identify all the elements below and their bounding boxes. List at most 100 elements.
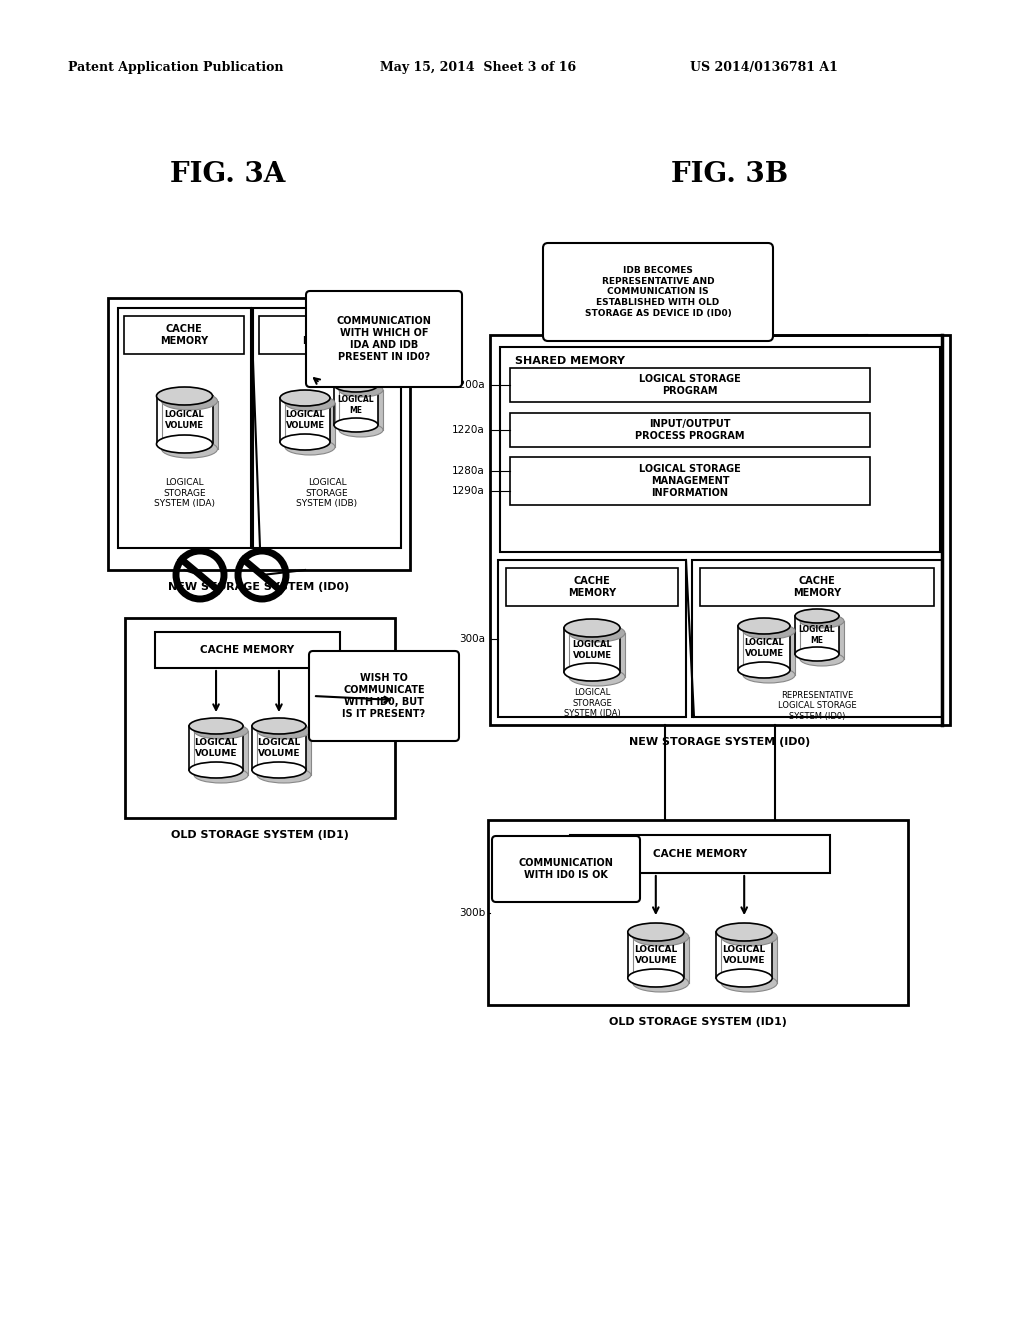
Ellipse shape: [195, 767, 248, 783]
Ellipse shape: [280, 389, 330, 407]
Bar: [280, 399, 330, 442]
Ellipse shape: [564, 663, 620, 681]
Text: REPRESENTATIVE
LOGICAL STORAGE
SYSTEM (ID0): REPRESENTATIVE LOGICAL STORAGE SYSTEM (I…: [777, 692, 856, 721]
Text: CACHE MEMORY: CACHE MEMORY: [653, 849, 748, 859]
Text: LOGICAL
VOLUME: LOGICAL VOLUME: [257, 738, 301, 758]
Ellipse shape: [257, 767, 311, 783]
Text: CACHE
MEMORY: CACHE MEMORY: [160, 325, 208, 346]
Ellipse shape: [628, 969, 684, 987]
Text: LOGICAL
VOLUME: LOGICAL VOLUME: [634, 945, 678, 965]
Text: LOGICAL
VOLUME: LOGICAL VOLUME: [744, 639, 784, 657]
Ellipse shape: [162, 440, 217, 458]
Text: INPUT/OUTPUT
PROCESS PROGRAM: INPUT/OUTPUT PROCESS PROGRAM: [635, 420, 744, 441]
Bar: [500, 347, 940, 552]
FancyBboxPatch shape: [309, 651, 459, 741]
Bar: [259, 315, 394, 354]
Bar: [570, 836, 830, 873]
Ellipse shape: [252, 718, 306, 734]
Ellipse shape: [564, 619, 620, 638]
Bar: [285, 403, 335, 447]
Bar: [124, 315, 244, 354]
Ellipse shape: [738, 618, 790, 634]
Ellipse shape: [339, 422, 383, 437]
Text: CACHE
MEMORY: CACHE MEMORY: [793, 577, 841, 598]
Bar: [721, 937, 777, 983]
Bar: [189, 726, 243, 770]
Ellipse shape: [569, 624, 625, 642]
Text: IDB BECOMES
REPRESENTATIVE AND
COMMUNICATION IS
ESTABLISHED WITH OLD
STORAGE AS : IDB BECOMES REPRESENTATIVE AND COMMUNICA…: [585, 267, 731, 318]
Bar: [506, 568, 678, 606]
Text: CACHE
MEMORY: CACHE MEMORY: [568, 577, 616, 598]
Bar: [125, 618, 395, 818]
Text: 300b: 300b: [459, 908, 485, 917]
Bar: [738, 626, 790, 671]
Ellipse shape: [189, 718, 243, 734]
Bar: [510, 457, 870, 506]
Text: LOGICAL
VOLUME: LOGICAL VOLUME: [572, 640, 612, 660]
Bar: [253, 308, 401, 548]
Ellipse shape: [743, 667, 795, 682]
Ellipse shape: [800, 652, 844, 667]
Text: LOGICAL STORAGE
MANAGEMENT
INFORMATION: LOGICAL STORAGE MANAGEMENT INFORMATION: [639, 465, 741, 498]
Bar: [162, 401, 217, 449]
Ellipse shape: [257, 723, 311, 739]
Text: OLD STORAGE SYSTEM (ID1): OLD STORAGE SYSTEM (ID1): [171, 830, 349, 840]
Ellipse shape: [633, 928, 689, 946]
Text: NEW STORAGE SYSTEM (ID0): NEW STORAGE SYSTEM (ID0): [168, 582, 349, 591]
Text: FIG. 3B: FIG. 3B: [672, 161, 788, 189]
Text: 1290a: 1290a: [453, 486, 485, 496]
Ellipse shape: [628, 923, 684, 941]
Ellipse shape: [280, 434, 330, 450]
Text: LOGICAL
ME: LOGICAL ME: [338, 395, 375, 414]
Bar: [564, 628, 620, 672]
Text: LOGICAL
VOLUME: LOGICAL VOLUME: [285, 411, 325, 430]
Bar: [339, 389, 383, 430]
Ellipse shape: [285, 440, 335, 455]
Text: LOGICAL
VOLUME: LOGICAL VOLUME: [165, 411, 205, 430]
Bar: [257, 731, 311, 775]
Text: CACHE MEMORY: CACHE MEMORY: [201, 645, 295, 655]
Text: LOGICAL
VOLUME: LOGICAL VOLUME: [723, 945, 766, 965]
Bar: [498, 560, 686, 717]
Text: LOGICAL
STORAGE
SYSTEM (IDB): LOGICAL STORAGE SYSTEM (IDB): [296, 478, 357, 508]
Ellipse shape: [334, 378, 378, 392]
Text: LOGICAL
STORAGE
SYSTEM (IDA): LOGICAL STORAGE SYSTEM (IDA): [563, 688, 621, 718]
Bar: [488, 820, 908, 1005]
Bar: [743, 631, 795, 675]
Ellipse shape: [157, 436, 213, 453]
Ellipse shape: [721, 974, 777, 993]
Ellipse shape: [721, 928, 777, 946]
Text: US 2014/0136781 A1: US 2014/0136781 A1: [690, 62, 838, 74]
Ellipse shape: [716, 969, 772, 987]
Bar: [510, 413, 870, 447]
Bar: [195, 731, 248, 775]
Ellipse shape: [334, 418, 378, 432]
Text: Patent Application Publication: Patent Application Publication: [68, 62, 284, 74]
Text: 300a: 300a: [459, 634, 485, 644]
Text: LOGICAL
VOLUME: LOGICAL VOLUME: [195, 738, 238, 758]
FancyBboxPatch shape: [543, 243, 773, 341]
Bar: [155, 632, 340, 668]
FancyBboxPatch shape: [306, 290, 462, 387]
Bar: [510, 368, 870, 403]
Bar: [628, 932, 684, 978]
Text: May 15, 2014  Sheet 3 of 16: May 15, 2014 Sheet 3 of 16: [380, 62, 577, 74]
Bar: [692, 560, 942, 717]
Bar: [252, 726, 306, 770]
Text: NEW STORAGE SYSTEM (ID0): NEW STORAGE SYSTEM (ID0): [630, 737, 811, 747]
Ellipse shape: [800, 614, 844, 628]
Ellipse shape: [569, 668, 625, 686]
Ellipse shape: [716, 923, 772, 941]
Bar: [490, 335, 950, 725]
Bar: [157, 396, 213, 444]
Text: WISH TO
COMMUNICATE
WITH ID0, BUT
IS IT PRESENT?: WISH TO COMMUNICATE WITH ID0, BUT IS IT …: [342, 673, 426, 719]
Bar: [633, 937, 689, 983]
Text: COMMUNICATION
WITH ID0 IS OK: COMMUNICATION WITH ID0 IS OK: [518, 858, 613, 880]
Text: COMMUNICATION
WITH WHICH OF
IDA AND IDB
PRESENT IN ID0?: COMMUNICATION WITH WHICH OF IDA AND IDB …: [337, 315, 431, 362]
Ellipse shape: [252, 762, 306, 777]
Text: CACHE
MEMORY: CACHE MEMORY: [302, 325, 350, 346]
Text: SHARED MEMORY: SHARED MEMORY: [515, 356, 625, 366]
Bar: [118, 308, 251, 548]
Text: 1280a: 1280a: [453, 466, 485, 477]
Text: LOGICAL STORAGE
PROGRAM: LOGICAL STORAGE PROGRAM: [639, 374, 741, 396]
